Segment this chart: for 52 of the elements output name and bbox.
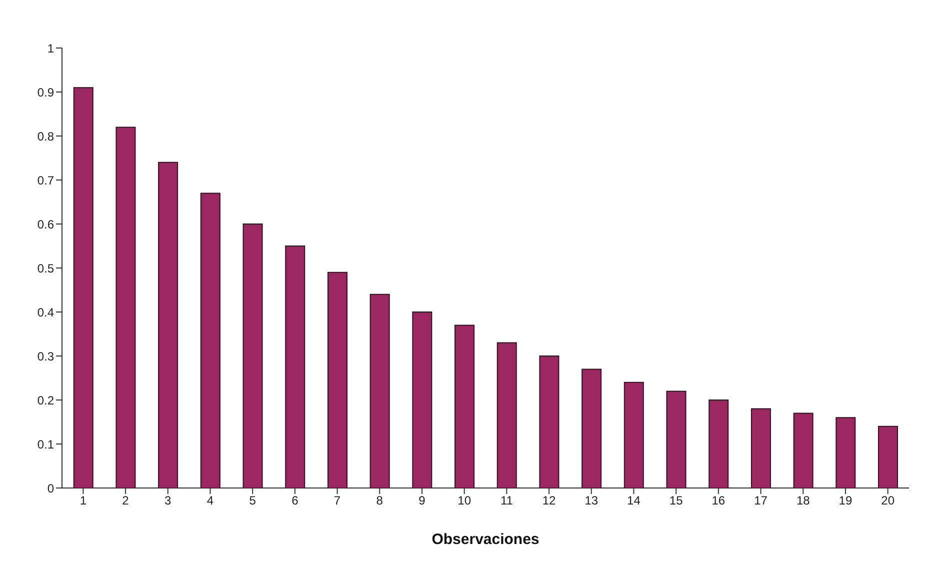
x-tick-label: 3: [164, 494, 172, 508]
bar: [836, 417, 856, 488]
bar: [285, 246, 306, 488]
y-tick-label: 0.2: [37, 393, 54, 408]
bar: [158, 162, 178, 488]
bar: [116, 126, 136, 488]
y-tick-label: 0: [47, 481, 54, 496]
bar: [878, 426, 898, 488]
x-tick-label: 6: [292, 494, 299, 508]
bar: [539, 356, 560, 488]
y-tick-label: 0.4: [37, 305, 54, 320]
y-tick-label: 0.1: [37, 437, 54, 452]
x-tick-label: 4: [206, 494, 214, 508]
x-tick-label: 9: [418, 494, 426, 508]
bar: [73, 87, 94, 488]
x-tick-label: 1: [80, 494, 87, 508]
x-tick-label: 7: [334, 494, 341, 508]
y-tick-label: 0.5: [37, 261, 54, 276]
x-tick-label: 8: [376, 494, 384, 508]
bar: [327, 272, 348, 488]
y-tick-label: 0.6: [37, 217, 54, 232]
x-tick-label: 19: [838, 494, 852, 508]
y-tick-label: 0.9: [37, 85, 54, 100]
y-tick-label: 1: [47, 41, 54, 56]
x-tick-label: 17: [754, 494, 768, 508]
y-tick-label: 0.3: [37, 349, 54, 364]
bar: [242, 224, 263, 488]
bar: [793, 412, 814, 488]
x-tick-label: 16: [712, 494, 726, 508]
bar: [582, 368, 602, 488]
y-tick-label: 0.7: [37, 173, 54, 188]
x-tick-label: 14: [627, 494, 641, 508]
bar: [200, 192, 220, 488]
bar: [624, 382, 644, 488]
x-tick-label: 2: [122, 494, 130, 508]
bar: [370, 294, 390, 488]
x-tick-label: 11: [500, 494, 514, 508]
bar: [666, 390, 686, 488]
x-tick-label: 15: [669, 494, 684, 508]
x-tick-label: 20: [881, 494, 895, 508]
x-tick-label: 12: [542, 494, 556, 508]
x-tick-label: 13: [584, 494, 598, 508]
bar: [412, 312, 432, 488]
x-tick-label: 10: [458, 494, 472, 508]
bar: [750, 408, 771, 488]
x-tick-label: 18: [796, 494, 810, 508]
bar: [496, 342, 517, 488]
y-tick-label: 0.8: [37, 129, 54, 144]
bar: [708, 400, 729, 488]
x-axis-title: Observaciones: [432, 531, 540, 548]
x-tick-label: 5: [249, 494, 256, 508]
bar: [454, 324, 475, 488]
